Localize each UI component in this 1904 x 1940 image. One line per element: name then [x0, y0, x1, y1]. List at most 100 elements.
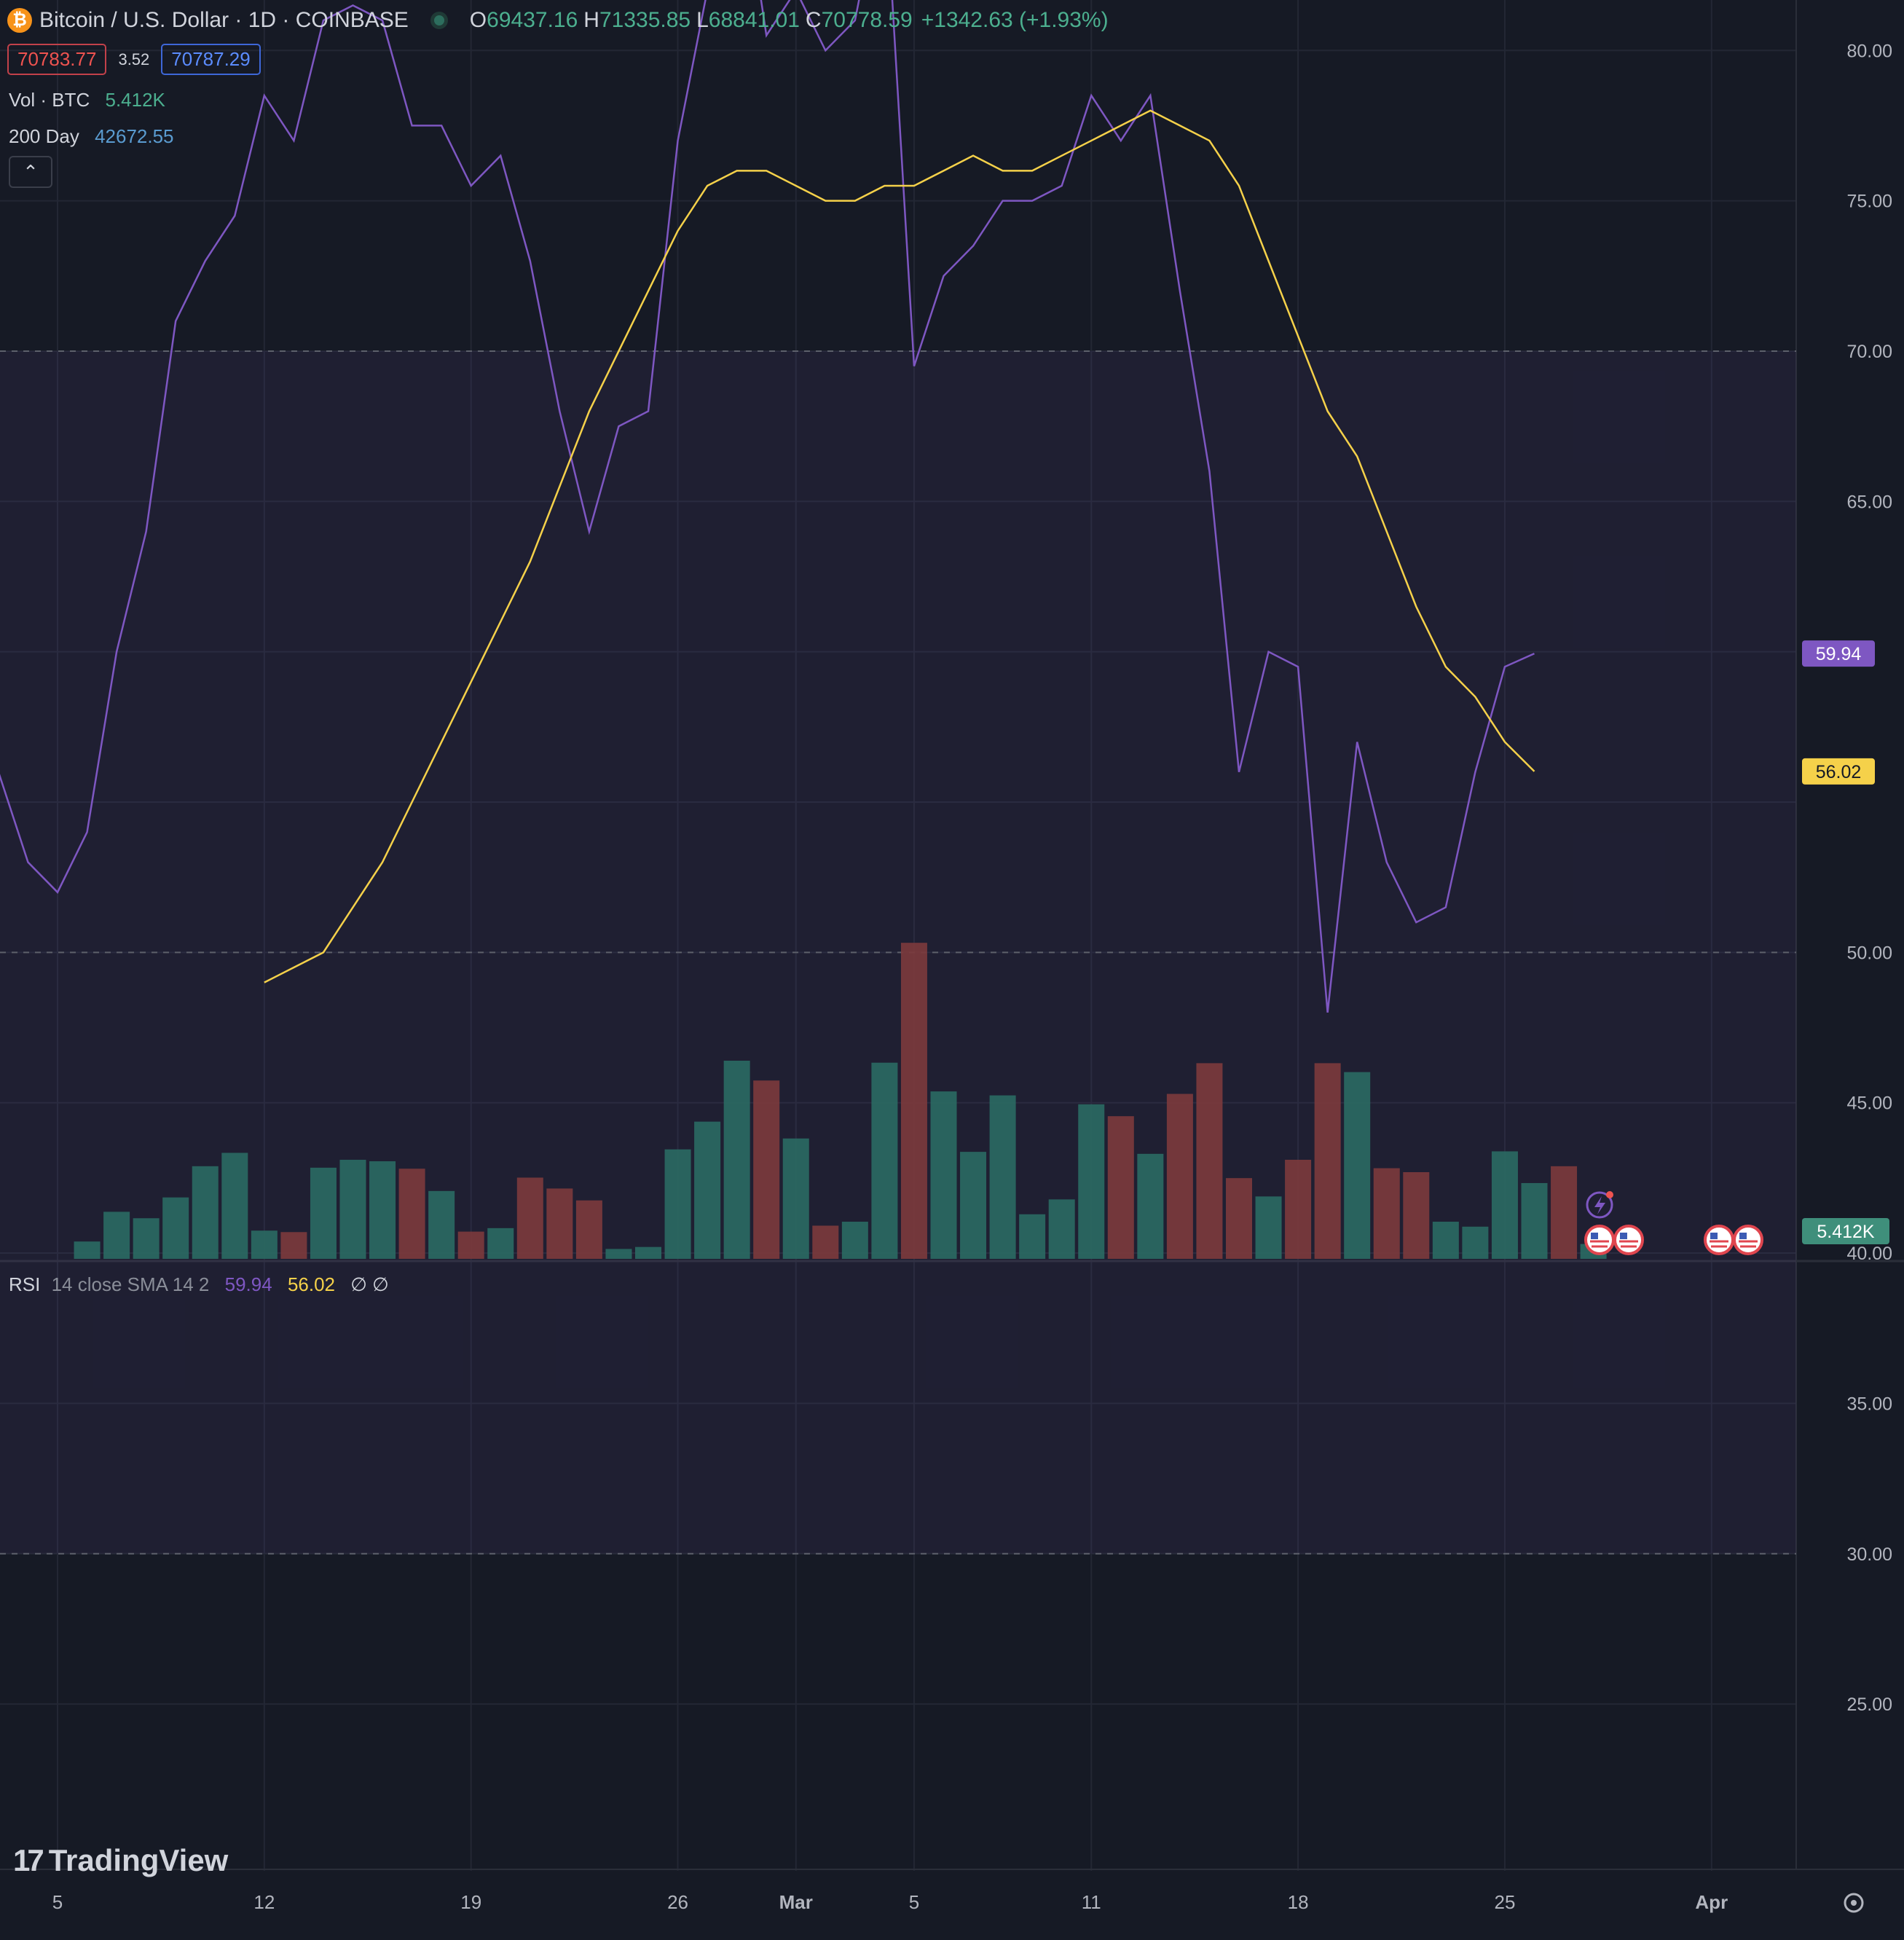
- volume-bar: [1491, 1151, 1518, 1259]
- us-flag-event-icon-canton: [1620, 1233, 1627, 1239]
- time-tick-label: 5: [909, 1891, 919, 1913]
- volume-bars: [74, 943, 1607, 1259]
- volume-bar: [1373, 1168, 1400, 1259]
- us-flag-event-icon-canton: [1710, 1233, 1718, 1239]
- rsi-ma-value-tag[interactable]: 56.02: [1816, 762, 1862, 782]
- open-value: 69437.16: [487, 8, 578, 32]
- time-axis[interactable]: 5 12 19 26 Mar 5 11 18 25 Apr: [52, 1891, 1864, 1913]
- spread-value: 3.52: [118, 50, 150, 68]
- low-label: L: [696, 8, 709, 32]
- volume-bar: [1314, 1063, 1341, 1259]
- tradingview-logo-icon: 17: [13, 1843, 44, 1877]
- close-label: C: [805, 8, 822, 32]
- volume-bar: [605, 1249, 632, 1259]
- high-label: H: [583, 8, 599, 32]
- volume-bar: [1255, 1196, 1282, 1259]
- rsi-ma-legend-value: 56.02: [287, 1273, 336, 1295]
- volume-bar: [221, 1152, 248, 1259]
- us-flag-event-icon-canton: [1591, 1233, 1598, 1239]
- change-value: +1342.63 (+1.93%): [921, 8, 1109, 32]
- volume-bar: [871, 1062, 898, 1259]
- market-status-icon[interactable]: [430, 12, 448, 29]
- time-tick-label: Apr: [1695, 1891, 1728, 1913]
- notification-dot: [1606, 1191, 1613, 1198]
- low-value: 68841.01: [708, 8, 800, 32]
- volume-bar: [575, 1200, 602, 1259]
- time-tick-label: 26: [667, 1891, 688, 1913]
- us-flag-event-icon[interactable]: [1733, 1225, 1763, 1255]
- us-flag-event-icon[interactable]: [1704, 1225, 1734, 1255]
- volume-bar: [280, 1232, 307, 1259]
- volume-bar: [310, 1167, 337, 1259]
- trade-buttons: 70783.77 3.52 70787.29: [7, 44, 261, 75]
- volume-bar: [723, 1061, 750, 1259]
- lightning-event-icon[interactable]: [1586, 1191, 1613, 1219]
- rsi-value-tag[interactable]: 59.94: [1816, 644, 1862, 664]
- rsi-tick-label: 65.00: [1846, 492, 1892, 512]
- time-tick-label: 25: [1494, 1891, 1515, 1913]
- rsi-tick-label: 50.00: [1846, 943, 1892, 963]
- volume-bar: [103, 1211, 130, 1259]
- volume-bar: [753, 1080, 780, 1259]
- rsi-tick-label: 75.00: [1846, 192, 1892, 212]
- rsi-tick-label: 35.00: [1846, 1394, 1892, 1414]
- volume-bar: [487, 1228, 514, 1259]
- volume-bar: [133, 1218, 160, 1259]
- volume-tag-bg: [1802, 1218, 1889, 1244]
- rsi-tick-label: 30.00: [1846, 1544, 1892, 1565]
- event-markers[interactable]: [1584, 1191, 1763, 1255]
- settings-gear-icon[interactable]: [1844, 1893, 1864, 1913]
- volume-bar: [1285, 1160, 1312, 1259]
- volume-bar: [1048, 1199, 1075, 1259]
- volume-bar: [960, 1152, 987, 1259]
- us-flag-event-icon[interactable]: [1584, 1225, 1615, 1255]
- grid-lines: [0, 0, 1904, 1871]
- volume-bar: [162, 1197, 189, 1259]
- time-tick-label: 18: [1288, 1891, 1309, 1913]
- symbol-title[interactable]: Bitcoin / U.S. Dollar · 1D · COINBASE: [39, 8, 409, 32]
- close-value: 70778.59: [821, 8, 913, 32]
- ma-legend-value: 42672.55: [95, 125, 174, 147]
- volume-bar: [251, 1230, 278, 1259]
- rsi-legend-params: 14 close SMA 14 2: [51, 1273, 210, 1295]
- lightning-event-icon-bolt: [1594, 1196, 1605, 1214]
- chevron-up-icon: ⌃: [23, 160, 39, 183]
- collapse-legend-button[interactable]: ⌃: [9, 156, 52, 188]
- settings-gear-icon-center: [1851, 1900, 1857, 1906]
- volume-bar: [1344, 1072, 1371, 1259]
- volume-bar: [989, 1095, 1016, 1259]
- volume-bar: [1226, 1178, 1252, 1259]
- rsi-lines: [0, 0, 1535, 1013]
- volume-bar: [398, 1169, 425, 1259]
- time-tick-label: 12: [253, 1891, 275, 1913]
- us-flag-event-icon[interactable]: [1613, 1225, 1644, 1255]
- rsi-legend[interactable]: RSI 14 close SMA 14 2 59.94 56.02 ∅ ∅: [9, 1273, 389, 1296]
- volume-bar: [428, 1190, 455, 1259]
- volume-bar: [1432, 1222, 1459, 1259]
- volume-bar: [339, 1160, 366, 1259]
- ma-legend-label: 200 Day: [9, 125, 79, 147]
- volume-bar: [1521, 1182, 1548, 1259]
- tradingview-logo-text: TradingView: [48, 1843, 229, 1877]
- rsi-legend-value: 59.94: [224, 1273, 272, 1295]
- buy-price-button[interactable]: 70787.29: [161, 44, 261, 75]
- volume-bar: [812, 1225, 839, 1259]
- rsi-tick-label: 40.00: [1846, 1244, 1892, 1264]
- rsi-value-tag-bg: [1802, 640, 1875, 667]
- tradingview-logo[interactable]: 17 TradingView: [13, 1843, 228, 1878]
- volume-legend[interactable]: Vol · BTC 5.412K: [9, 89, 165, 111]
- volume-bar: [694, 1121, 721, 1259]
- volume-bar: [1078, 1104, 1105, 1259]
- rsi-tick-label: 80.00: [1846, 41, 1892, 61]
- rsi-band-background: [0, 350, 1796, 1555]
- volume-bar: [546, 1188, 573, 1259]
- time-tick-label: 5: [52, 1891, 63, 1913]
- volume-legend-value: 5.412K: [105, 89, 165, 111]
- volume-tag[interactable]: 5.412K: [1817, 1222, 1875, 1242]
- price-axis[interactable]: 82000.0080000.0078000.0076000.0074000.00…: [1713, 0, 1904, 1715]
- rsi-legend-extra: ∅ ∅: [350, 1273, 389, 1295]
- ma-legend[interactable]: 200 Day 42672.55: [9, 125, 174, 148]
- sell-price-button[interactable]: 70783.77: [7, 44, 107, 75]
